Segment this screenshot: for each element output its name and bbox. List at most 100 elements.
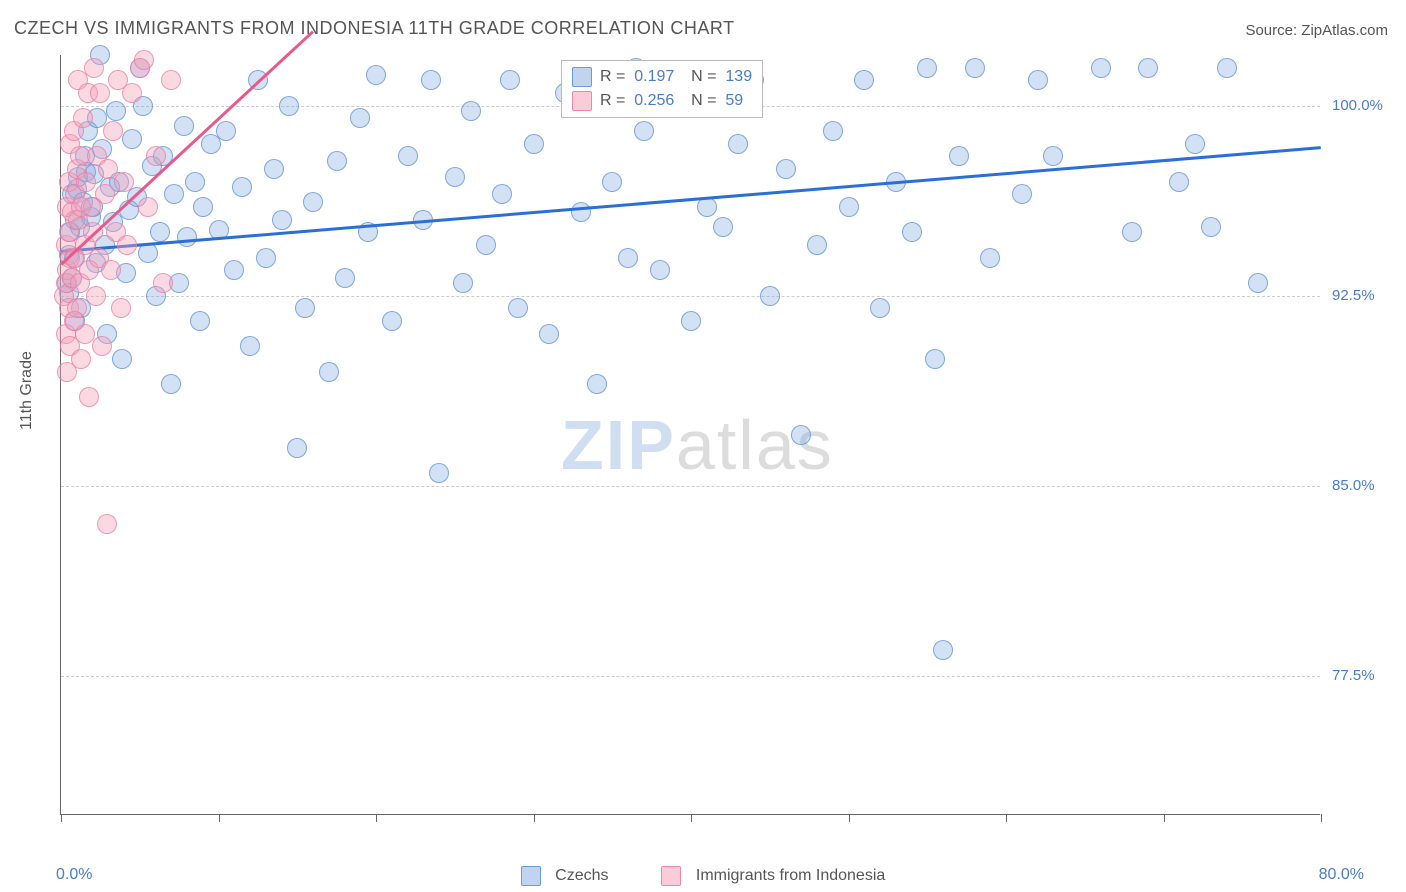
legend-swatch-indonesia — [661, 866, 681, 886]
scatter-point-blue — [980, 248, 1000, 268]
y-tick-label: 92.5% — [1332, 287, 1375, 304]
legend-swatch-czechs — [521, 866, 541, 886]
scatter-point-blue — [185, 172, 205, 192]
scatter-point-pink — [95, 184, 115, 204]
scatter-point-blue — [106, 101, 126, 121]
scatter-point-blue — [272, 210, 292, 230]
scatter-point-blue — [122, 129, 142, 149]
x-tick — [219, 814, 220, 822]
scatter-point-blue — [1169, 172, 1189, 192]
scatter-point-blue — [1043, 146, 1063, 166]
scatter-point-blue — [366, 65, 386, 85]
scatter-point-pink — [117, 235, 137, 255]
scatter-point-blue — [382, 311, 402, 331]
scatter-point-blue — [949, 146, 969, 166]
scatter-point-blue — [776, 159, 796, 179]
scatter-point-pink — [76, 172, 96, 192]
scatter-point-blue — [287, 438, 307, 458]
scatter-point-pink — [146, 146, 166, 166]
scatter-point-blue — [421, 70, 441, 90]
legend-n-label: N = 59 — [682, 92, 743, 110]
y-tick-label: 85.0% — [1332, 477, 1375, 494]
scatter-point-blue — [965, 58, 985, 78]
legend-swatch-blue-icon — [572, 67, 592, 87]
scatter-point-pink — [114, 172, 134, 192]
scatter-point-blue — [713, 217, 733, 237]
chart-title: CZECH VS IMMIGRANTS FROM INDONESIA 11TH … — [14, 18, 735, 39]
scatter-point-blue — [398, 146, 418, 166]
scatter-point-blue — [500, 70, 520, 90]
scatter-point-blue — [224, 260, 244, 280]
scatter-point-blue — [728, 134, 748, 154]
scatter-point-blue — [925, 349, 945, 369]
legend-stats-row: R = 0.197 N = 139 — [572, 65, 752, 89]
scatter-point-blue — [1028, 70, 1048, 90]
scatter-point-blue — [164, 184, 184, 204]
scatter-point-blue — [216, 121, 236, 141]
gridline-h — [61, 486, 1320, 487]
scatter-point-pink — [97, 514, 117, 534]
y-tick-label: 77.5% — [1332, 667, 1375, 684]
scatter-point-blue — [823, 121, 843, 141]
x-tick — [691, 814, 692, 822]
scatter-point-blue — [445, 167, 465, 187]
scatter-point-blue — [917, 58, 937, 78]
source-label: Source: ZipAtlas.com — [1245, 22, 1388, 39]
scatter-point-blue — [476, 235, 496, 255]
scatter-point-blue — [150, 222, 170, 242]
gridline-h — [61, 676, 1320, 677]
scatter-point-blue — [295, 298, 315, 318]
scatter-point-blue — [508, 298, 528, 318]
y-axis-title: 11th Grade — [18, 351, 36, 430]
scatter-point-blue — [1201, 217, 1221, 237]
x-tick — [849, 814, 850, 822]
scatter-point-blue — [524, 134, 544, 154]
x-tick — [1164, 814, 1165, 822]
scatter-point-blue — [303, 192, 323, 212]
scatter-point-pink — [122, 83, 142, 103]
scatter-point-blue — [256, 248, 276, 268]
scatter-point-pink — [134, 50, 154, 70]
scatter-point-pink — [86, 286, 106, 306]
scatter-point-blue — [839, 197, 859, 217]
scatter-point-blue — [190, 311, 210, 331]
legend-stats: R = 0.197 N = 139R = 0.256 N = 59 — [561, 60, 763, 118]
scatter-point-blue — [193, 197, 213, 217]
scatter-point-blue — [933, 640, 953, 660]
scatter-point-blue — [240, 336, 260, 356]
scatter-point-blue — [350, 108, 370, 128]
scatter-point-pink — [103, 121, 123, 141]
scatter-point-blue — [319, 362, 339, 382]
scatter-point-blue — [854, 70, 874, 90]
scatter-point-pink — [84, 58, 104, 78]
scatter-point-pink — [67, 298, 87, 318]
x-tick — [61, 814, 62, 822]
scatter-point-pink — [111, 298, 131, 318]
scatter-point-blue — [650, 260, 670, 280]
scatter-point-blue — [174, 116, 194, 136]
scatter-point-blue — [1185, 134, 1205, 154]
scatter-point-blue — [587, 374, 607, 394]
legend-label-czechs: Czechs — [555, 867, 608, 884]
scatter-point-blue — [697, 197, 717, 217]
scatter-point-blue — [112, 349, 132, 369]
scatter-point-blue — [1217, 58, 1237, 78]
scatter-point-blue — [327, 151, 347, 171]
scatter-point-blue — [760, 286, 780, 306]
scatter-point-pink — [71, 349, 91, 369]
gridline-h — [61, 296, 1320, 297]
scatter-point-blue — [539, 324, 559, 344]
x-tick — [534, 814, 535, 822]
scatter-point-blue — [1248, 273, 1268, 293]
scatter-point-blue — [279, 96, 299, 116]
plot-area: ZIPatlas R = 0.197 N = 139R = 0.256 N = … — [60, 55, 1320, 815]
scatter-point-blue — [232, 177, 252, 197]
scatter-point-blue — [870, 298, 890, 318]
legend-bottom: Czechs Immigrants from Indonesia — [0, 866, 1406, 886]
scatter-point-blue — [461, 101, 481, 121]
legend-label-indonesia: Immigrants from Indonesia — [696, 867, 885, 884]
scatter-point-pink — [79, 387, 99, 407]
scatter-point-blue — [1012, 184, 1032, 204]
scatter-point-blue — [1091, 58, 1111, 78]
x-tick — [376, 814, 377, 822]
